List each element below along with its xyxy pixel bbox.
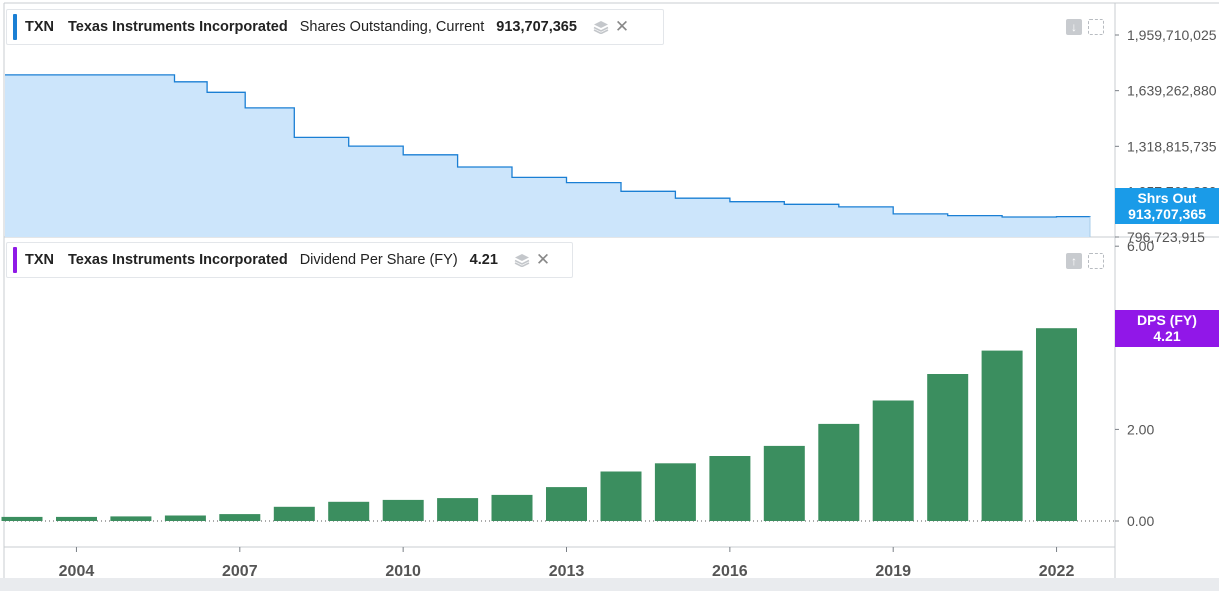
x-tick-label: 2016	[712, 563, 748, 580]
y-tick-label: 1,959,710,025	[1127, 27, 1217, 43]
dps-bar	[437, 498, 479, 521]
dps-bar	[1036, 328, 1077, 521]
dps-series-color	[13, 247, 17, 273]
y-tick-label: 1,639,262,880	[1127, 83, 1217, 99]
dps-bar	[763, 445, 805, 521]
dps-legend: TXN Texas Instruments Incorporated Divid…	[6, 242, 573, 278]
dps-company-name: Texas Instruments Incorporated	[68, 252, 288, 268]
dps-bar	[56, 516, 97, 521]
dps-badge-value: 4.21	[1153, 328, 1181, 344]
shares-company-name: Texas Instruments Incorporated	[68, 19, 288, 35]
dps-bar	[164, 515, 206, 521]
y-tick-label: 2.00	[1127, 421, 1154, 437]
dps-metric-value: 4.21	[469, 252, 498, 268]
dps-bar	[273, 506, 315, 521]
dps-bar	[1, 516, 43, 521]
dps-bar	[818, 423, 860, 521]
dps-value-badge: DPS (FY) 4.21	[1115, 310, 1219, 347]
shares-symbol[interactable]: TXN	[25, 19, 54, 35]
dps-bar	[546, 487, 587, 521]
dps-bar	[110, 516, 152, 521]
close-icon[interactable]: ✕	[535, 250, 551, 269]
dps-bar	[382, 499, 424, 521]
dps-bar	[491, 494, 533, 521]
dps-bar	[654, 463, 696, 521]
dps-bar	[927, 374, 969, 521]
y-tick-label: 796,723,915	[1127, 229, 1205, 245]
dps-metric-name[interactable]: Dividend Per Share (FY)	[299, 252, 458, 268]
shares-area	[5, 74, 1090, 238]
move-down-icon[interactable]: ↓	[1066, 19, 1082, 35]
expand-icon[interactable]	[1088, 19, 1104, 35]
layers-icon[interactable]	[514, 253, 530, 267]
dps-bar	[219, 514, 261, 521]
dps-badge-label: DPS (FY)	[1137, 312, 1197, 328]
y-tick-label: 0.00	[1127, 513, 1154, 529]
move-up-icon[interactable]: ↑	[1066, 253, 1082, 269]
x-tick-label: 2022	[1039, 563, 1075, 580]
dps-panel-controls: ↑	[1066, 253, 1104, 269]
bottom-strip	[0, 578, 1219, 591]
expand-icon[interactable]	[1088, 253, 1104, 269]
y-tick-label: 6.00	[1127, 238, 1154, 254]
dps-bar	[328, 501, 370, 521]
dps-bar	[981, 350, 1023, 521]
x-tick-label: 2004	[59, 563, 95, 580]
dps-bar	[709, 456, 751, 521]
shares-badge-value: 913,707,365	[1128, 206, 1206, 222]
x-tick-label: 2007	[222, 563, 258, 580]
shares-value-badge: Shrs Out 913,707,365	[1115, 188, 1219, 224]
shares-metric-value: 913,707,365	[496, 19, 577, 35]
shares-legend: TXN Texas Instruments Incorporated Share…	[6, 9, 664, 45]
dps-bar	[872, 400, 914, 521]
x-tick-label: 2013	[549, 563, 585, 580]
dps-symbol[interactable]: TXN	[25, 252, 54, 268]
x-tick-label: 2019	[875, 563, 911, 580]
dps-bar	[600, 471, 642, 521]
layers-icon[interactable]	[593, 20, 609, 34]
shares-series-color	[13, 14, 17, 40]
shares-badge-label: Shrs Out	[1137, 190, 1197, 206]
shares-panel-controls: ↓	[1066, 19, 1104, 35]
y-tick-label: 1,318,815,735	[1127, 138, 1217, 154]
x-tick-label: 2010	[385, 563, 421, 580]
shares-metric-name[interactable]: Shares Outstanding, Current	[299, 19, 485, 35]
close-icon[interactable]: ✕	[614, 17, 630, 36]
shares-line	[5, 74, 1091, 218]
